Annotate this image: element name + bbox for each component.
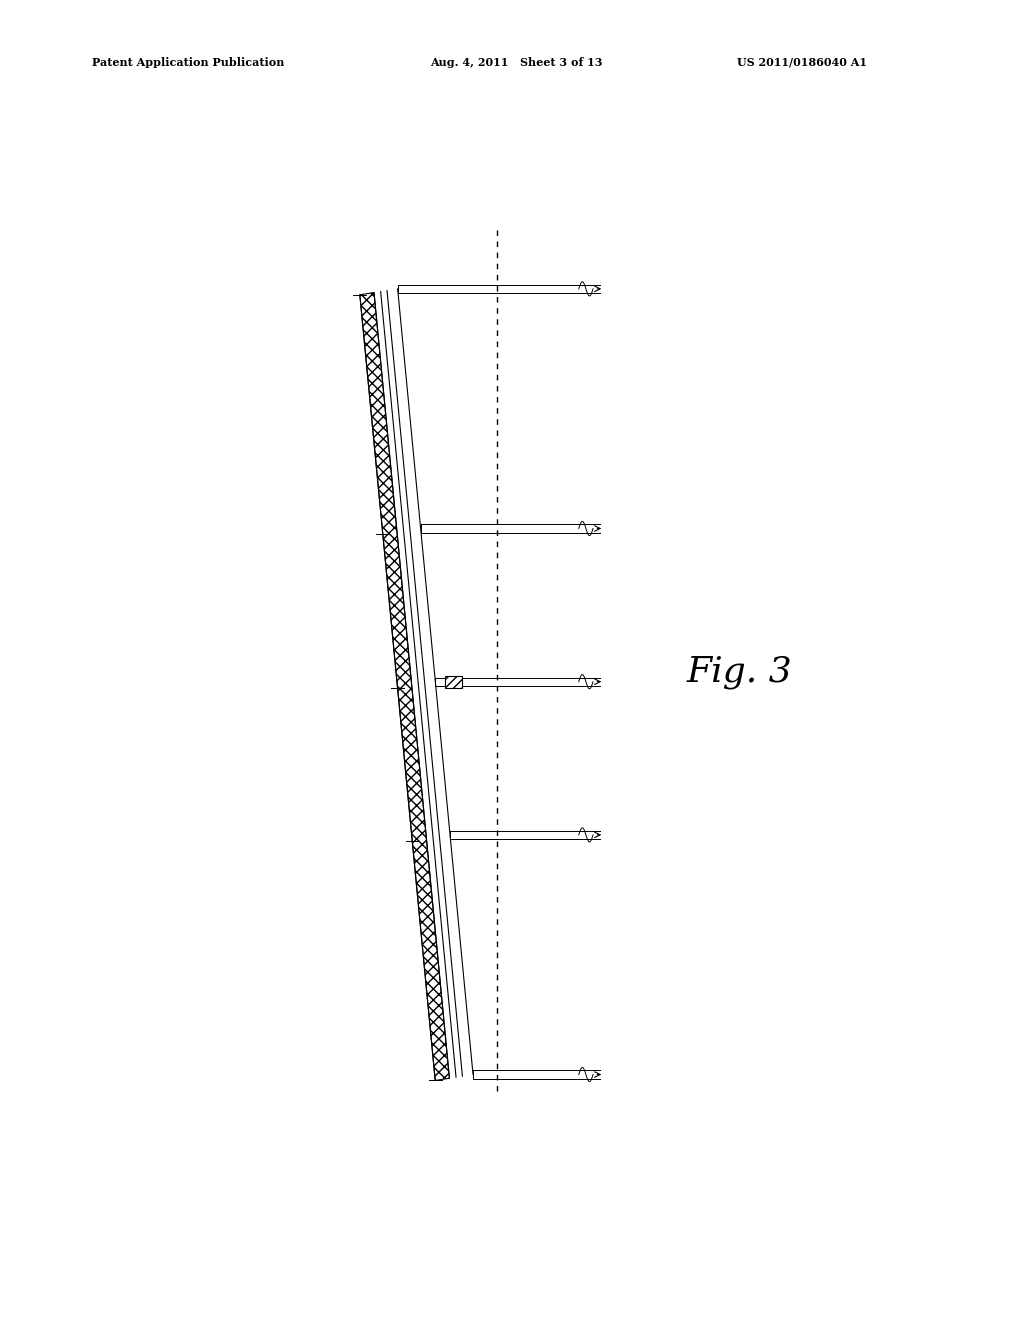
Text: Fig. 3: Fig. 3 [686, 655, 792, 689]
Text: Patent Application Publication: Patent Application Publication [92, 57, 285, 67]
Text: Aug. 4, 2011   Sheet 3 of 13: Aug. 4, 2011 Sheet 3 of 13 [430, 57, 602, 67]
Text: US 2011/0186040 A1: US 2011/0186040 A1 [737, 57, 867, 67]
Bar [444, 676, 462, 688]
